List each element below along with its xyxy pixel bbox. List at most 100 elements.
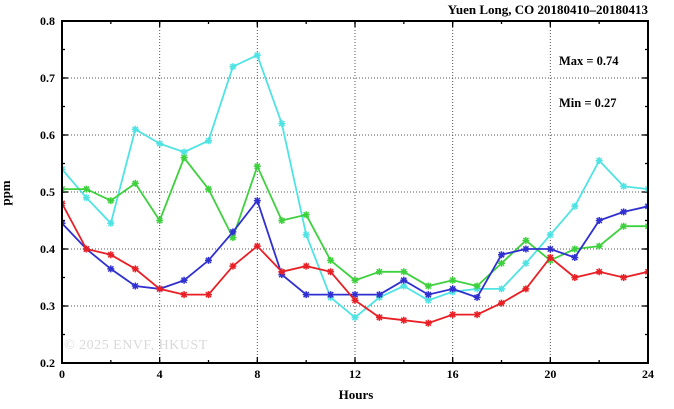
data-point-red [620,274,628,281]
data-point-green [498,259,505,267]
data-point-cyan [595,157,603,165]
data-point-red [107,251,115,259]
data-point-cyan [498,285,505,293]
series-line-red [62,202,648,325]
data-point-blue [351,291,359,299]
data-point-cyan [424,296,432,304]
data-point-cyan [571,202,579,210]
data-point-cyan [180,148,188,156]
data-point-green [400,268,408,276]
data-point-red [400,316,408,324]
data-point-red [595,268,603,276]
data-point-cyan [131,125,139,133]
data-point-cyan [278,120,286,128]
data-point-green [131,179,139,187]
data-point-cyan [546,231,554,239]
data-point-green [375,268,383,276]
data-point-blue [546,245,554,253]
data-point-blue [229,228,237,236]
data-point-red [82,245,90,253]
data-point-green [82,185,90,193]
series-red [62,199,648,327]
data-point-cyan [351,313,359,321]
data-point-blue [400,276,408,284]
y-tick-label: 0.5 [40,185,55,199]
data-point-cyan [82,194,90,202]
data-point-green [327,256,335,264]
y-tick-label: 0.6 [40,128,55,142]
data-point-cyan [253,51,261,59]
data-point-blue [424,291,432,299]
data-point-blue [131,282,139,290]
data-point-green [205,185,212,193]
data-point-green [107,197,115,205]
data-point-green [253,162,261,170]
data-point-red [546,254,554,261]
data-point-cyan [205,137,212,145]
x-tick-label: 24 [642,367,654,381]
data-point-blue [595,217,603,224]
data-point-red [351,296,359,304]
data-point-blue [302,291,310,299]
data-point-red [424,319,432,327]
data-point-blue [620,208,628,216]
data-point-green [449,276,457,284]
data-point-red [302,262,310,270]
data-point-green [424,282,432,290]
data-point-cyan [620,182,628,190]
data-point-red [180,291,188,299]
data-point-green [156,217,164,224]
data-point-red [449,311,457,319]
data-point-blue [205,256,212,264]
data-point-cyan [400,282,408,290]
data-point-red [375,313,383,321]
y-tick-label: 0.2 [40,356,55,370]
data-point-cyan [107,219,115,227]
data-point-blue [375,291,383,299]
data-point-red [278,268,286,276]
watermark: © 2025 ENVF, HKUST [64,338,208,353]
data-point-red [498,299,505,307]
chart-title: Yuen Long, CO 20180410–20180413 [447,2,648,17]
data-point-blue [449,285,457,293]
x-tick-label: 20 [544,367,556,381]
y-tick-label: 0.4 [40,242,55,256]
x-tick-label: 12 [349,367,361,381]
data-point-cyan [302,231,310,239]
data-point-cyan [522,259,530,267]
data-point-cyan [229,63,237,71]
x-axis-label: Hours [338,387,374,402]
data-point-red [229,262,237,270]
data-point-green [180,154,188,162]
min-value-label: Min = 0.27 [559,96,617,110]
data-point-blue [522,245,530,253]
data-point-blue [473,293,481,301]
data-point-blue [107,265,115,273]
data-point-blue [180,276,188,284]
data-point-red [131,265,139,273]
max-value-label: Max = 0.74 [559,54,619,68]
data-point-cyan [156,140,164,148]
x-tick-label: 4 [157,367,163,381]
data-point-red [156,285,164,293]
data-point-blue [327,291,335,299]
data-point-blue [253,197,261,205]
y-tick-label: 0.3 [40,299,55,313]
data-point-red [571,274,579,281]
x-tick-label: 0 [59,367,65,381]
data-point-blue [498,251,505,259]
data-point-green [522,237,530,244]
data-point-red [327,268,335,276]
data-point-blue [571,254,579,261]
y-tick-label: 0.7 [40,71,55,85]
y-tick-label: 0.8 [40,14,55,28]
data-point-green [229,234,237,242]
y-axis-label: ppm [0,180,13,206]
data-point-green [620,222,628,230]
data-point-green [278,217,286,224]
x-tick-label: 16 [447,367,459,381]
data-point-red [473,311,481,319]
data-point-green [571,245,579,253]
